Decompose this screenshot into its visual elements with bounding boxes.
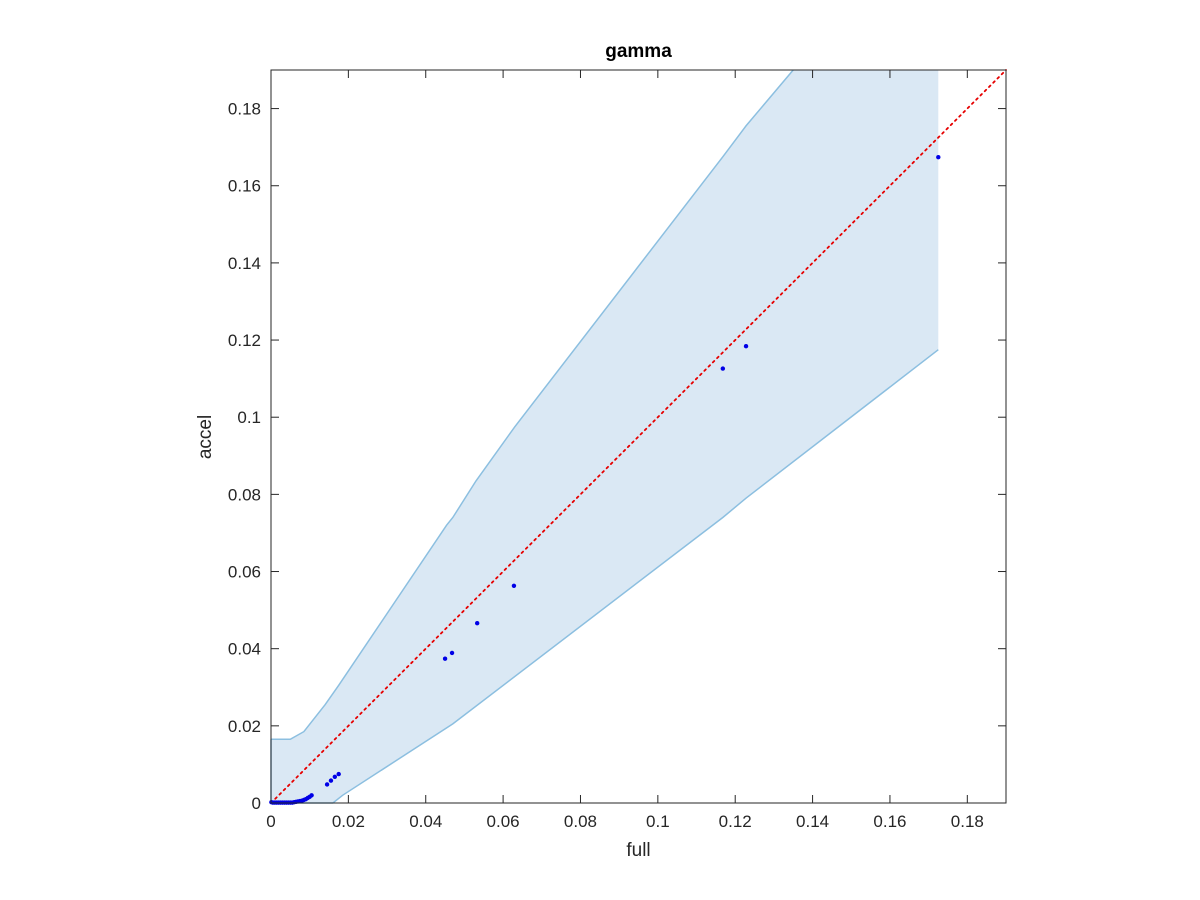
y-axis-label: accel (195, 415, 216, 459)
axes-box (270, 69, 1007, 804)
data-point (936, 154, 941, 160)
y-tick-label: 0.02 (228, 717, 261, 736)
x-tick-label: 0 (266, 812, 275, 831)
data-point (474, 621, 480, 626)
x-tick-label: 0.1 (646, 812, 670, 831)
identity-line (270, 69, 1007, 804)
data-point (743, 344, 749, 349)
data-point (309, 793, 314, 798)
data-point (449, 650, 455, 656)
y-tick-label: 0.12 (228, 331, 261, 350)
data-point (336, 771, 341, 777)
data-point (328, 778, 334, 783)
x-tick-label: 0.08 (564, 812, 597, 831)
x-tick-label: 0.14 (796, 812, 829, 831)
x-tick-label: 0.18 (951, 812, 984, 831)
y-tick-label: 0.1 (237, 408, 261, 427)
data-point (511, 583, 517, 589)
y-tick-label: 0.08 (228, 485, 261, 504)
x-tick-label: 0.06 (487, 812, 520, 831)
x-axis-label: full (626, 840, 650, 861)
data-point (332, 774, 338, 779)
x-tick-label: 0.12 (719, 812, 752, 831)
band-upper-edge (271, 69, 794, 741)
data-point (720, 366, 726, 371)
data-point (442, 656, 448, 661)
x-tick-label: 0.04 (409, 812, 442, 831)
y-tick-label: 0 (252, 794, 261, 813)
y-tick-label: 0.06 (228, 563, 261, 582)
reference-line (270, 69, 1007, 804)
y-tick-label: 0.18 (228, 100, 261, 119)
y-tick-label: 0.04 (228, 640, 261, 659)
y-tick-label: 0.14 (228, 254, 261, 273)
x-tick-label: 0.16 (873, 812, 906, 831)
axis-ticks: 0 0.02 0.04 0.06 0.08 0.1 0.12 0.14 0.16 0.18 0 0.0… (228, 70, 1006, 831)
x-tick-label: 0.02 (332, 812, 365, 831)
y-tick-label: 0.16 (228, 177, 261, 196)
chart-title: gamma (605, 41, 672, 62)
band-fill (271, 70, 939, 803)
data-point (324, 782, 330, 787)
